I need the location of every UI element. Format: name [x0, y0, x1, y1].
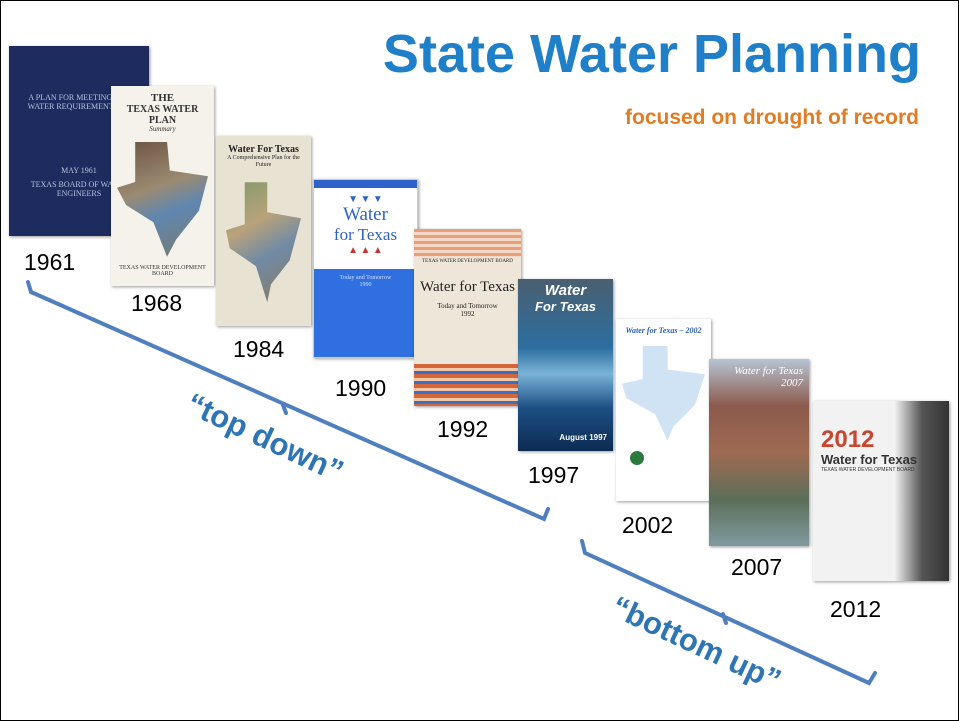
- year-label: 1990: [335, 375, 387, 401]
- cover-text: Today and Tomorrow: [339, 275, 392, 281]
- cover-2012: 2012 Water for Texas TEXAS WATER DEVELOP…: [813, 401, 949, 581]
- cover-text: TEXAS WATER DEVELOPMENT BOARD: [422, 259, 513, 264]
- cover-text: Water: [343, 204, 388, 225]
- cover-text: 1990: [359, 281, 372, 288]
- cover-text: Water For Texas: [228, 144, 299, 155]
- cover-text: TEXAS WATER DEVELOPMENT BOARD: [119, 264, 206, 278]
- cover-1990: ▼ ▼ ▼ Water for Texas ▲ ▲ ▲ Today and To…: [313, 179, 418, 358]
- cover-text: Water for Texas: [420, 278, 515, 295]
- cover-text: A Comprehensive Plan for the Future: [227, 155, 300, 168]
- year-label: 1968: [131, 290, 183, 316]
- year-label: 2002: [622, 512, 674, 538]
- bracket-top-down: [26, 280, 550, 522]
- cover-2007: Water for Texas 2007: [709, 359, 809, 546]
- year-label: 1961: [24, 249, 76, 275]
- cover-1992: TEXAS WATER DEVELOPMENT BOARD Water for …: [414, 229, 521, 406]
- cover-text: 2012: [821, 426, 875, 453]
- cover-text: Summary: [149, 125, 176, 134]
- cover-text: Water for Texas: [734, 365, 803, 377]
- cover-text: For Texas: [535, 298, 596, 314]
- cover-text: Today and Tomorrow: [437, 302, 498, 310]
- cover-text: TEXAS BOARD OF WATER ENGINEERS: [30, 180, 128, 199]
- cover-2002: Water for Texas – 2002: [616, 319, 711, 501]
- cover-text: A PLAN FOR MEETING THE WATER REQUIREMENT…: [27, 93, 131, 111]
- cover-text: for Texas: [333, 224, 398, 244]
- cover-text: August 1997: [559, 433, 607, 443]
- cover-text: Water for Texas – 2002: [625, 326, 702, 335]
- slide-title: State Water Planning: [382, 24, 921, 84]
- cover-1997: Water For Texas August 1997: [518, 279, 613, 451]
- cover-text: TEXAS WATER PLAN: [126, 104, 199, 127]
- slide-subtitle: focused on drought of record: [625, 106, 919, 129]
- cover-1968: THE TEXAS WATER PLAN Summary TEXAS WATER…: [111, 86, 214, 286]
- cover-text: TEXAS WATER DEVELOPMENT BOARD: [821, 466, 915, 473]
- cover-text: Water: [544, 282, 587, 299]
- year-label: 1992: [437, 416, 489, 442]
- cover-text: THE: [150, 92, 175, 104]
- bracket-bottom-up: [580, 539, 877, 686]
- cover-text: MAY 1961: [61, 165, 97, 175]
- year-label: 1997: [528, 462, 580, 488]
- cover-1984: Water For Texas A Comprehensive Plan for…: [216, 136, 311, 326]
- cover-text: 2007: [781, 377, 803, 390]
- year-label: 2007: [731, 554, 783, 580]
- year-label: 1984: [233, 336, 285, 362]
- year-label: 2012: [830, 596, 882, 622]
- cover-text: 1992: [460, 309, 475, 318]
- cover-text: Water for Texas: [821, 452, 918, 468]
